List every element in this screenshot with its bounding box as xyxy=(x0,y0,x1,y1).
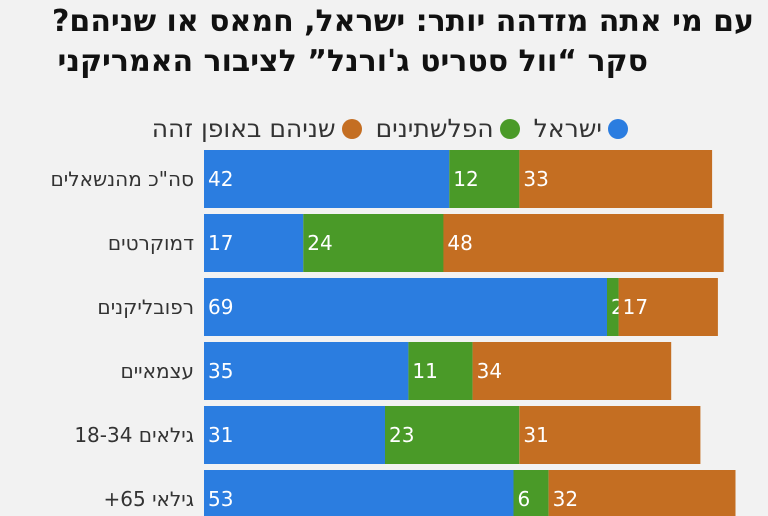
legend: ישראל הפלשתינים שניהם באופן זהה xyxy=(152,114,628,143)
data-label-israel: 42 xyxy=(208,167,233,191)
category-label: רפובליקנים xyxy=(97,295,194,319)
bar-segment-israel xyxy=(204,278,607,336)
data-label-israel: 31 xyxy=(208,423,233,447)
chart-subtitle: סקר “וול סטריט ג'ורנל” לציבור האמריקני xyxy=(57,44,648,79)
bar-segment-both xyxy=(548,470,736,516)
bar-segment-palestinians xyxy=(385,406,520,464)
data-label-both: 32 xyxy=(553,487,578,511)
data-label-both: 31 xyxy=(523,423,548,447)
bar-segment-israel xyxy=(204,406,385,464)
bar-segment-both xyxy=(519,406,701,464)
legend-swatch-palestinians xyxy=(499,118,520,139)
category-label: עצמאיים xyxy=(120,359,194,383)
legend-swatch-both xyxy=(341,118,362,139)
bar-segment-palestinians xyxy=(449,150,520,208)
data-label-palestinians: 11 xyxy=(412,359,437,383)
bar-segment-palestinians xyxy=(607,278,619,336)
bar-segment-palestinians xyxy=(408,342,473,400)
legend-label-israel: ישראל xyxy=(533,114,602,143)
data-label-both: 34 xyxy=(477,359,502,383)
data-label-israel: 69 xyxy=(208,295,233,319)
data-label-palestinians: 24 xyxy=(307,231,332,255)
category-label: סה"כ מהנשאלים xyxy=(51,167,195,191)
chart-title: עם מי אתה מזדהה יותר: ישראל, חמאס או שני… xyxy=(52,4,754,39)
legend-swatch-israel xyxy=(608,118,628,139)
data-label-both: 17 xyxy=(623,295,648,319)
category-label: +גילאי 65 xyxy=(104,487,195,511)
bar-segment-both xyxy=(472,342,672,400)
bar-segment-both xyxy=(443,214,724,272)
bar-segment-israel xyxy=(204,214,304,272)
data-label-palestinians: 23 xyxy=(389,423,414,447)
legend-label-both: שניהם באופן זהה xyxy=(151,114,336,143)
data-label-both: 48 xyxy=(447,231,472,255)
data-label-israel: 17 xyxy=(208,231,233,255)
legend-item-palestinians: הפלשתינים xyxy=(376,114,520,143)
data-label-palestinians: 12 xyxy=(453,167,478,191)
bar-segment-israel xyxy=(204,342,409,400)
category-label: דמוקרטים xyxy=(108,231,194,255)
bar-segment-israel xyxy=(204,150,450,208)
data-label-israel: 53 xyxy=(208,487,233,511)
legend-item-both: שניהם באופן זהה xyxy=(152,114,362,143)
data-label-both: 33 xyxy=(523,167,548,191)
legend-label-palestinians: הפלשתינים xyxy=(375,114,494,143)
bar-segment-israel xyxy=(204,470,514,516)
data-label-palestinians: 6 xyxy=(518,487,531,511)
data-label-israel: 35 xyxy=(208,359,233,383)
category-label: גילאים 18-34 xyxy=(74,423,194,447)
legend-item-israel: ישראל xyxy=(534,114,628,143)
bar-segment-palestinians xyxy=(303,214,444,272)
bar-segment-palestinians xyxy=(513,470,549,516)
bar-segment-both xyxy=(519,150,713,208)
bar-segment-both xyxy=(618,278,718,336)
